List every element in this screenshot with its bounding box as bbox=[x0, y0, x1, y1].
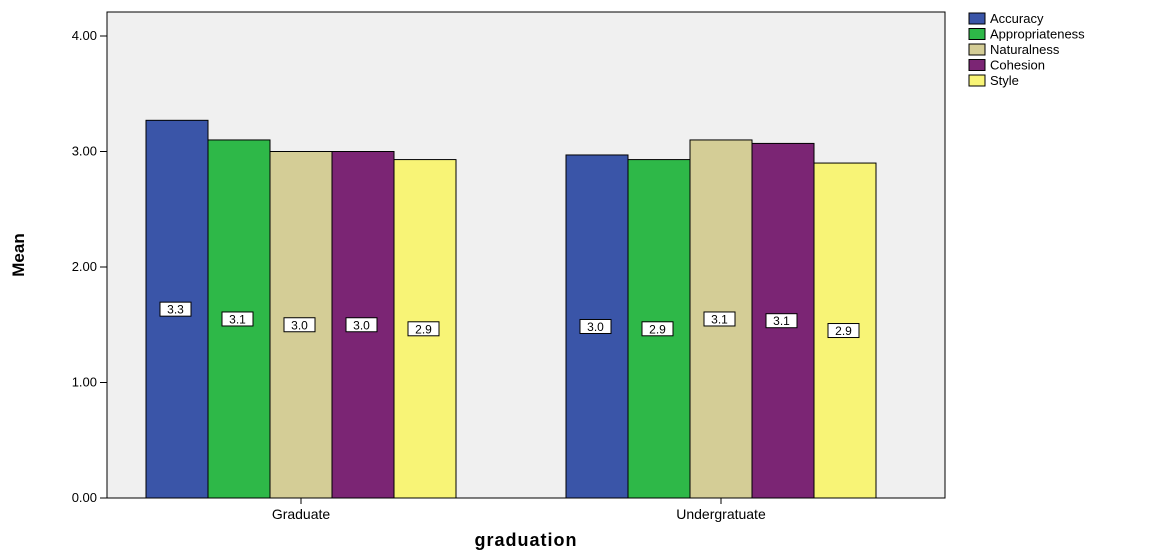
legend-swatch bbox=[968, 74, 986, 87]
data-label: 2.9 bbox=[827, 323, 860, 339]
y-tick-label: 4.00 bbox=[72, 28, 97, 43]
x-axis-title: graduation bbox=[475, 530, 578, 550]
data-label: 3.3 bbox=[159, 301, 192, 317]
data-label-text: 3.1 bbox=[229, 312, 246, 326]
legend-item: Cohesion bbox=[968, 58, 1045, 73]
data-label: 3.0 bbox=[283, 317, 316, 333]
legend-label: Naturalness bbox=[990, 42, 1060, 57]
y-tick-label: 0.00 bbox=[72, 490, 97, 505]
legend-item: Naturalness bbox=[968, 42, 1060, 57]
data-label: 3.1 bbox=[221, 311, 254, 327]
legend-swatch bbox=[968, 59, 986, 71]
data-label-text: 2.9 bbox=[649, 322, 666, 336]
legend-label: Style bbox=[990, 73, 1019, 88]
legend-label: Cohesion bbox=[990, 58, 1045, 73]
x-tick-label: Graduate bbox=[272, 506, 331, 522]
legend-item: Style bbox=[968, 73, 1019, 88]
data-label: 3.1 bbox=[765, 313, 798, 329]
data-label: 3.0 bbox=[579, 318, 612, 334]
y-tick-label: 3.00 bbox=[72, 144, 97, 159]
legend-swatch bbox=[968, 43, 986, 56]
legend-label: Appropriateness bbox=[990, 27, 1085, 42]
y-tick-label: 1.00 bbox=[72, 375, 97, 390]
data-label: 2.9 bbox=[407, 321, 440, 337]
x-axis: Graduate Undergratuate bbox=[272, 498, 766, 522]
data-label-text: 3.1 bbox=[773, 314, 790, 328]
data-label-text: 3.0 bbox=[587, 320, 604, 334]
legend-item: Appropriateness bbox=[968, 27, 1085, 42]
data-labels: 3.3 3.1 3.0 3.0 2.9 3.0 2.9 3.1 3.1 2.9 bbox=[159, 301, 860, 339]
y-axis-title: Mean bbox=[9, 233, 28, 276]
x-tick-label: Undergratuate bbox=[676, 506, 766, 522]
data-label-text: 3.0 bbox=[291, 318, 308, 332]
data-label-text: 2.9 bbox=[835, 324, 852, 338]
data-label-text: 2.9 bbox=[415, 322, 432, 336]
legend-swatch bbox=[968, 12, 986, 25]
legend: AccuracyAppropriatenessNaturalnessCohesi… bbox=[968, 11, 1085, 88]
legend-label: Accuracy bbox=[990, 11, 1044, 26]
y-axis: 0.00 1.00 2.00 3.00 4.00 bbox=[72, 28, 107, 505]
y-tick-label: 2.00 bbox=[72, 259, 97, 274]
data-label-text: 3.1 bbox=[711, 312, 728, 326]
data-label: 2.9 bbox=[641, 321, 674, 337]
legend-item: Accuracy bbox=[968, 11, 1044, 26]
data-label-text: 3.3 bbox=[167, 303, 184, 317]
legend-swatch bbox=[968, 28, 986, 40]
data-label: 3.0 bbox=[345, 317, 378, 333]
data-label-text: 3.0 bbox=[353, 318, 370, 332]
data-label: 3.1 bbox=[703, 311, 736, 327]
